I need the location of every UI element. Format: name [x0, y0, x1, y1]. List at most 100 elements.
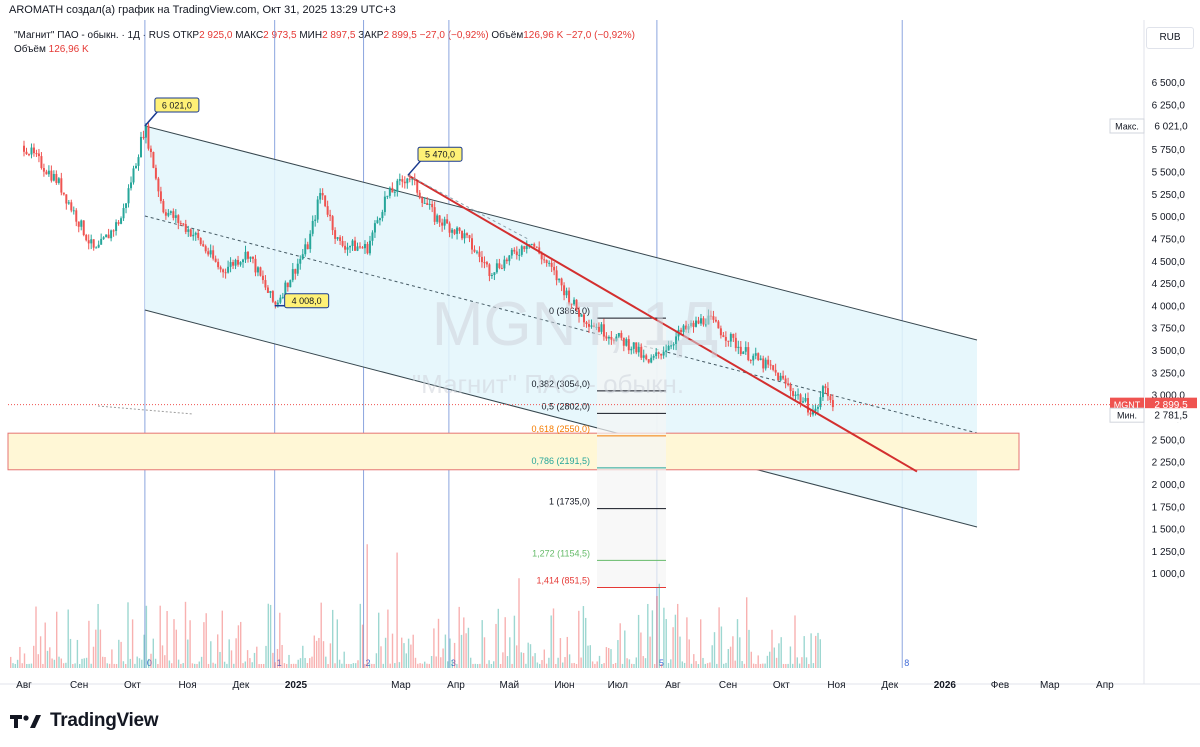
high-value: 2 973,5: [263, 30, 297, 41]
volume-bar: [194, 663, 196, 668]
volume-bar: [396, 552, 398, 668]
candle-body: [396, 180, 399, 192]
volume-bar: [221, 610, 223, 668]
volume-bar: [306, 662, 309, 668]
volume-bar: [161, 645, 164, 668]
volume-bar: [819, 639, 821, 668]
volume-bar: [449, 638, 451, 668]
candle-body: [655, 352, 658, 357]
volume-bar: [697, 663, 700, 668]
volume-bar: [233, 663, 235, 668]
volume-bar: [465, 633, 467, 668]
volume-bar: [667, 663, 670, 668]
volume-bar: [83, 658, 85, 668]
candle-body: [274, 301, 277, 305]
candle-body: [749, 360, 752, 362]
candle-body: [811, 411, 814, 415]
x-tick-label: Апр: [1096, 680, 1114, 691]
candle-body: [794, 394, 797, 396]
watermark-name: "Магнит" ПАО - обыкн.: [412, 369, 684, 399]
candle-body: [453, 229, 456, 234]
candle-body: [630, 348, 633, 351]
candle-body: [456, 227, 459, 234]
candle-body: [729, 333, 732, 342]
candle-body: [510, 249, 513, 256]
candle-body: [264, 280, 267, 288]
candle-body: [461, 230, 464, 239]
volume-bar: [426, 663, 428, 668]
volume-bar: [191, 663, 194, 668]
candle-body: [291, 269, 294, 281]
volume-bar: [729, 646, 732, 668]
price-label-text: Мин.: [1117, 411, 1137, 421]
candle-body: [657, 352, 660, 354]
volume-bar: [541, 660, 543, 668]
candle-body: [326, 206, 329, 215]
volume-bar: [589, 645, 591, 668]
volume-bar: [256, 646, 258, 668]
candle-body: [543, 259, 546, 261]
candle-body: [416, 180, 419, 193]
volume-bar: [562, 662, 564, 668]
candle-body: [97, 244, 100, 248]
volume-row-value: 126,96 K: [48, 44, 89, 55]
candle-body: [266, 287, 269, 293]
candle-body: [483, 262, 486, 264]
candle-body: [344, 245, 347, 250]
candle-body: [167, 212, 170, 216]
currency-selector[interactable]: RUB: [1146, 27, 1194, 49]
candle-body: [463, 233, 466, 239]
candle-body: [535, 246, 538, 248]
volume-bar: [591, 661, 594, 668]
candle-body: [65, 194, 68, 204]
price-label-text: Макс.: [1115, 122, 1139, 132]
candle-body: [762, 358, 765, 369]
volume-bar: [299, 658, 302, 668]
candle-body: [284, 282, 287, 297]
volume-bar: [129, 658, 131, 668]
volume-bar: [152, 638, 154, 668]
volume-bar: [442, 648, 444, 668]
candle-body: [505, 259, 508, 262]
candle-body: [301, 254, 304, 259]
volume-bar: [44, 622, 46, 668]
candle-body: [583, 314, 585, 323]
candle-body: [67, 202, 70, 204]
volume-bar: [628, 659, 631, 668]
candle-body: [690, 322, 693, 327]
volume-bar: [230, 650, 233, 668]
volume-bar: [58, 656, 60, 668]
candle-body: [351, 240, 354, 246]
volume-bar: [578, 610, 580, 668]
x-tick-label: Ноя: [178, 680, 196, 691]
candle-body: [635, 342, 638, 353]
candle-body: [573, 299, 576, 305]
price-chart[interactable]: 0 1 2 3 5 8 0 (3869,0) 0,382 (3054,0) 0,5 (2802,…: [0, 0, 1200, 700]
volume-bar: [269, 604, 272, 668]
volume-bar: [23, 653, 26, 668]
candle-body: [356, 246, 359, 251]
pivot-label: 4 008,0: [292, 296, 322, 306]
fib-cycle-number: 5: [659, 658, 664, 668]
volume-bar: [240, 621, 242, 668]
candle-body: [553, 266, 556, 271]
volume-bar: [614, 662, 617, 668]
candle-body: [473, 249, 476, 252]
fib-level-label: 0,5 (2802,0): [541, 401, 590, 411]
candle-body: [142, 136, 145, 138]
volume-bar: [14, 663, 16, 668]
price-label-tag: [1109, 407, 1145, 423]
candle-body: [354, 240, 357, 251]
candle-body: [625, 339, 628, 346]
candle-body: [607, 337, 610, 339]
candle-body: [122, 208, 125, 219]
volume-bar: [403, 643, 405, 668]
candle-body: [719, 328, 722, 336]
volume-bar: [106, 663, 108, 668]
x-tick-label: Ноя: [827, 680, 845, 691]
volume-bar: [536, 662, 539, 668]
candle-body: [513, 249, 516, 252]
volume-bar: [410, 644, 412, 668]
y-tick-label: 1 500,0: [1152, 525, 1186, 536]
candle-body: [602, 324, 605, 337]
